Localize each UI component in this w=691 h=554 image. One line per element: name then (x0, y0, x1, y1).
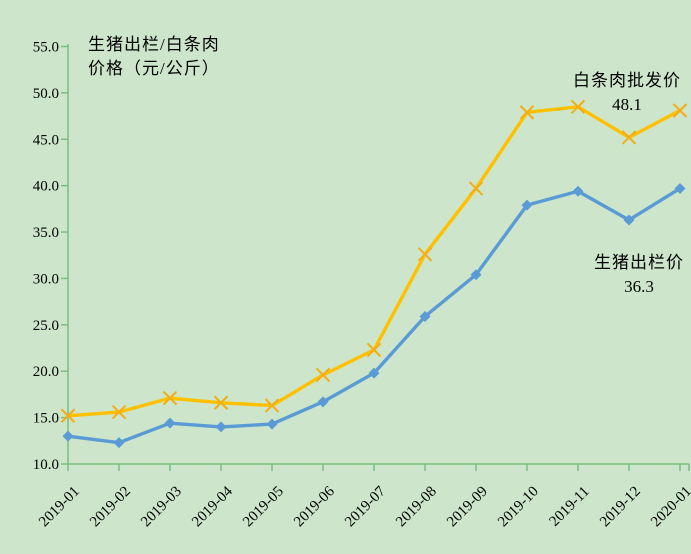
pig-price-marker (623, 214, 635, 226)
pig-price-marker (113, 437, 125, 449)
pig-price-marker (419, 310, 431, 322)
pig-price-marker (572, 185, 584, 197)
pig-price-marker (521, 199, 533, 211)
chart-title-line1: 生猪出栏/白条肉 (88, 35, 220, 54)
y-axis-tick-label: 15.0 (33, 411, 59, 427)
y-axis-tick-label: 35.0 (33, 225, 59, 241)
pig-price-marker (266, 418, 278, 430)
pork-price-marker (672, 103, 688, 118)
pork-price-marker (162, 390, 178, 406)
pork-price-marker (570, 99, 586, 115)
y-axis-tick-label: 40.0 (33, 179, 59, 195)
pork-series-annotation: 白条肉批发价 48.1 (561, 69, 691, 117)
pork-price-marker (60, 408, 76, 423)
pig-price-marker (674, 182, 686, 194)
pig-series-label: 生猪出栏价 (594, 253, 684, 272)
pig-price-marker (62, 430, 74, 442)
pork-series-value: 48.1 (612, 95, 642, 114)
pork-price-marker (111, 404, 127, 420)
chart-title: 生猪出栏/白条肉 价格（元/公斤） (88, 33, 220, 81)
pork-price-marker (468, 181, 484, 196)
pig-series-annotation: 生猪出栏价 36.3 (574, 251, 691, 299)
y-axis-tick-label: 10.0 (33, 457, 59, 473)
pork-price-marker (519, 105, 535, 120)
pork-price-marker (621, 130, 637, 145)
y-axis-tick-label: 50.0 (33, 86, 59, 102)
pig-price-marker (317, 396, 329, 408)
pig-price-marker (470, 269, 482, 281)
pig-price-marker (368, 367, 380, 379)
y-axis-tick-label: 45.0 (33, 132, 59, 148)
y-axis-tick-label: 25.0 (33, 318, 59, 334)
pork-price-marker (366, 342, 382, 358)
pork-price-marker (264, 398, 280, 413)
pig-price-marker (215, 421, 227, 433)
y-axis-tick-label: 55.0 (33, 40, 59, 56)
pork-price-marker (315, 367, 331, 383)
pig-price-marker (164, 417, 176, 429)
y-axis-tick-label: 20.0 (33, 364, 59, 380)
pig-series-value: 36.3 (624, 277, 654, 296)
pork-price-marker (213, 395, 229, 410)
pork-price-marker (417, 247, 433, 262)
pork-series-label: 白条肉批发价 (573, 71, 681, 90)
y-axis-tick-label: 30.0 (33, 271, 59, 287)
chart-title-line2: 价格（元/公斤） (88, 59, 220, 78)
